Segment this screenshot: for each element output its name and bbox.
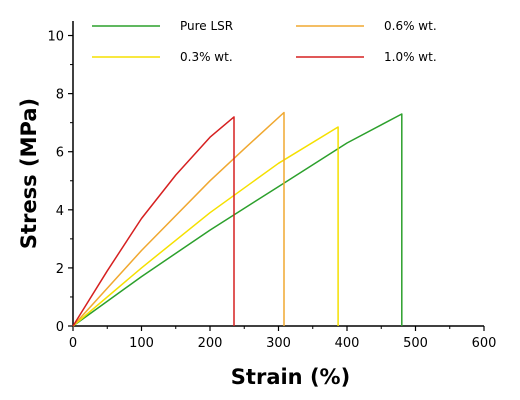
x-tick-label: 400 <box>335 336 360 351</box>
x-tick-label: 0 <box>69 336 77 351</box>
legend-label-0-6-wt: 0.6% wt. <box>384 19 437 33</box>
legend-label-pure-lsr: Pure LSR <box>180 19 233 33</box>
x-axis-title: Strain (%) <box>231 365 350 389</box>
y-tick-label: 6 <box>56 146 64 161</box>
series-layer <box>72 111 403 327</box>
x-tick-label: 100 <box>129 336 154 351</box>
series-line-0-3-wt <box>72 126 339 327</box>
y-axis-title: Stress (MPa) <box>17 98 41 249</box>
series-line-1-0-wt <box>72 116 235 327</box>
y-tick-label: 2 <box>56 262 64 277</box>
legend-label-1-0-wt: 1.0% wt. <box>384 50 437 64</box>
series-line-pure-lsr <box>72 113 403 327</box>
legend-label-0-3-wt: 0.3% wt. <box>180 50 233 64</box>
x-tick-label: 600 <box>472 336 497 351</box>
x-tick-label: 200 <box>198 336 223 351</box>
series-line-0-6-wt <box>72 111 285 327</box>
axes: 0 100 200 300 400 500 600 0 2 4 6 8 10 <box>47 21 496 351</box>
x-tick-label: 300 <box>266 336 291 351</box>
x-tick-label: 500 <box>403 336 428 351</box>
legend: Pure LSR 0.3% wt. 0.6% wt. 1.0% wt. <box>92 19 437 64</box>
y-tick-label: 0 <box>56 320 64 335</box>
y-tick-label: 4 <box>56 204 64 219</box>
y-tick-label: 8 <box>56 88 64 103</box>
y-tick-label: 10 <box>47 30 64 45</box>
